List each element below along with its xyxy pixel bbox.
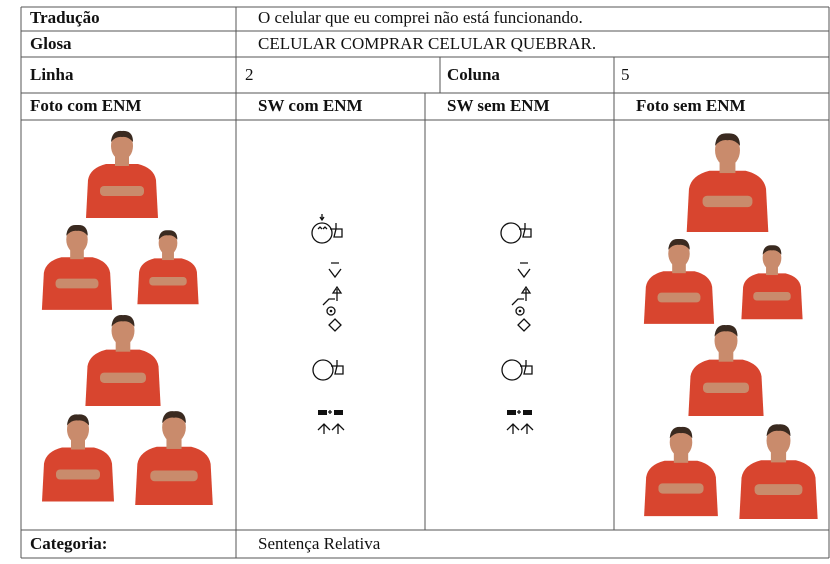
line-value: 2: [245, 65, 254, 84]
photo: [741, 245, 803, 320]
row-value: O celular que eu comprei não está funcio…: [258, 8, 583, 27]
photos-without-nmm: [643, 133, 818, 519]
photo: [85, 315, 161, 406]
photo: [643, 238, 715, 324]
sw-glyph: [501, 359, 533, 381]
line-label: Linha: [30, 65, 74, 84]
sw-glyph: [317, 409, 345, 435]
sw-glyph: [311, 214, 343, 244]
sw-glyph: [506, 409, 534, 435]
column-header: SW com ENM: [258, 96, 363, 115]
photo: [644, 426, 718, 517]
column-header: Foto com ENM: [30, 96, 141, 115]
footer-label: Categoria:: [30, 534, 107, 553]
sw-glyph: [328, 262, 342, 278]
photo: [739, 424, 818, 519]
photo: [135, 411, 213, 505]
signwriting-without-nmm: [500, 222, 534, 435]
photo: [688, 325, 764, 416]
column-value: 5: [621, 65, 630, 84]
photo: [41, 224, 113, 310]
photos-with-nmm: [41, 130, 213, 505]
column-header: SW sem ENM: [447, 96, 550, 115]
row-value: CELULAR COMPRAR CELULAR QUEBRAR.: [258, 34, 596, 53]
photo: [86, 130, 158, 218]
sw-glyph: [500, 222, 532, 244]
sw-glyph: [322, 286, 342, 332]
photo: [42, 414, 114, 502]
sw-glyph: [511, 286, 531, 332]
column-label: Coluna: [447, 65, 500, 84]
footer-value: Sentença Relativa: [258, 534, 381, 553]
row-label: Tradução: [30, 8, 100, 27]
photo: [137, 230, 199, 305]
sw-glyph: [312, 359, 344, 381]
sw-glyph: [517, 262, 531, 278]
photo: [686, 133, 769, 232]
row-label: Glosa: [30, 34, 72, 53]
signwriting-with-nmm: [311, 214, 345, 435]
table-lines: [20, 6, 830, 559]
column-header: Foto sem ENM: [636, 96, 746, 115]
